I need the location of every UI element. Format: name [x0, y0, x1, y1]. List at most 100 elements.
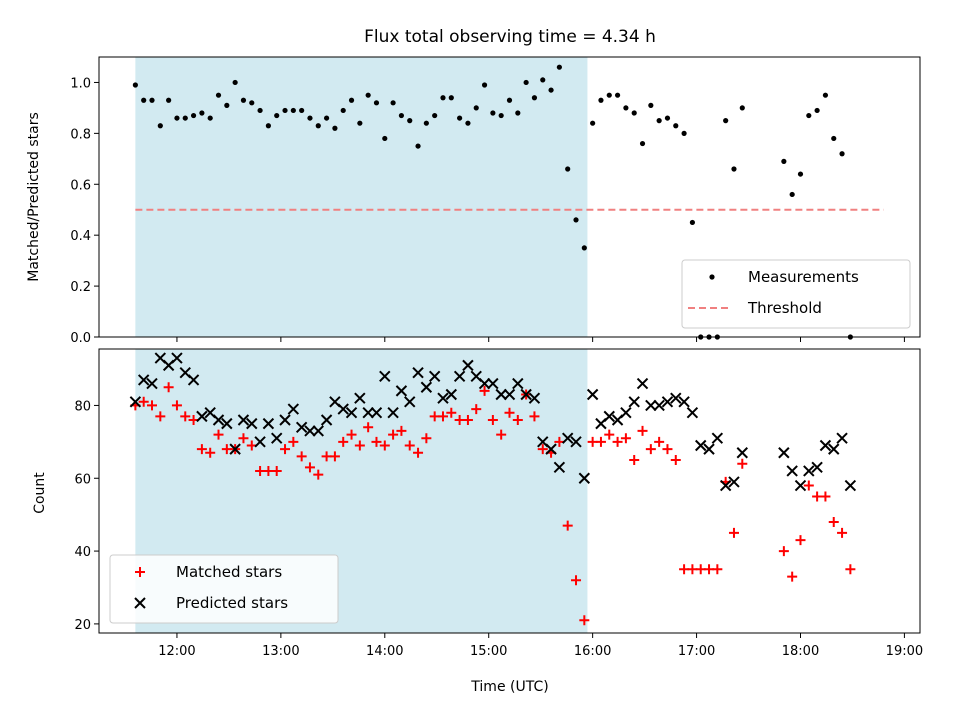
matched-point [787, 571, 798, 582]
matched-point [155, 411, 166, 422]
predicted-point [828, 443, 840, 455]
predicted-point [586, 388, 599, 401]
legend-marker [135, 567, 145, 577]
x-tick-label: 16:00 [574, 644, 611, 659]
series-predicted-stars [129, 352, 857, 492]
predicted-point [312, 425, 324, 437]
x-tick-label: 18:00 [782, 644, 819, 659]
measurement-point [141, 97, 147, 103]
measurement-point [689, 219, 696, 226]
predicted-point [387, 407, 399, 419]
measurement-point [789, 191, 795, 198]
measurement-point [739, 105, 745, 111]
measurement-point [215, 92, 222, 98]
predicted-point [262, 417, 275, 430]
axes-frame [98, 56, 921, 338]
matched-point [604, 429, 615, 440]
matched-point [595, 436, 606, 447]
measurement-point [332, 125, 338, 131]
predicted-point [171, 352, 183, 364]
chart-title: Flux total observing time = 4.34 h [364, 27, 656, 47]
x-tick-label: 17:00 [678, 644, 715, 659]
measurement-point [307, 115, 313, 121]
matched-point [529, 411, 540, 422]
matched-point [363, 422, 374, 433]
matched-point [213, 429, 224, 440]
measurement-point [149, 97, 155, 103]
measurement-point [357, 120, 363, 126]
matched-point [413, 447, 424, 458]
predicted-point [221, 417, 233, 430]
measurement-point [224, 102, 230, 108]
x-tick-label: 13:00 [262, 644, 299, 659]
matched-point [512, 415, 523, 425]
predicted-point [661, 396, 674, 408]
measurement-point [323, 115, 330, 121]
measurement-point [240, 97, 247, 103]
measurement-point [157, 123, 163, 129]
predicted-point [553, 461, 566, 474]
measurement-point [440, 95, 446, 101]
measurement-point [648, 102, 654, 108]
panel-count: 20 40 60 80 12:00 13:00 14:00 15:00 16:00 17:00 18… [74, 348, 923, 659]
predicted-point [295, 421, 308, 433]
measurement-point [614, 92, 621, 98]
legend-label: Threshold [747, 299, 822, 317]
measurement-point [166, 97, 172, 103]
measurement-point [797, 171, 804, 177]
matched-point [845, 564, 856, 575]
measurement-point [814, 107, 820, 114]
y-tick-label: 60 [74, 472, 91, 487]
measurement-point [548, 87, 554, 93]
measurement-point [606, 92, 612, 98]
bottom-ylabel: Count [32, 472, 48, 514]
measurement-point [365, 92, 371, 98]
legend-box [681, 259, 911, 329]
predicted-point [487, 377, 499, 390]
matched-point [820, 491, 831, 502]
x-tick-label: 14:00 [366, 644, 403, 659]
predicted-point [254, 436, 266, 448]
matched-point [504, 407, 515, 418]
predicted-point [844, 479, 857, 492]
measurement-point [290, 107, 296, 114]
matched-point [620, 433, 631, 444]
predicted-point [478, 377, 491, 390]
predicted-point [453, 370, 466, 383]
matched-point [171, 400, 182, 411]
predicted-point [345, 407, 358, 419]
predicted-point [719, 479, 732, 492]
matched-point [612, 436, 623, 447]
measurement-point [190, 112, 197, 119]
matched-point [828, 516, 839, 527]
predicted-point [404, 396, 416, 408]
measurement-point [265, 123, 271, 129]
matched-point [837, 527, 848, 538]
predicted-point [570, 436, 582, 448]
legend-label: Matched stars [176, 563, 282, 581]
matched-point [446, 407, 457, 418]
measurement-point [340, 107, 346, 114]
measurement-point [656, 118, 662, 124]
measurement-point [498, 112, 504, 119]
measurement-point [373, 100, 380, 106]
predicted-point [728, 476, 740, 488]
matched-point [571, 575, 582, 586]
y-tick-label: 0.8 [70, 127, 91, 142]
matched-point [712, 564, 723, 575]
x-tick-label: 12:00 [158, 644, 195, 659]
matched-point [728, 527, 739, 538]
predicted-point [287, 403, 300, 415]
x-tick-label: 19:00 [886, 644, 923, 659]
predicted-point [271, 432, 283, 444]
predicted-point [703, 443, 715, 455]
predicted-point [462, 359, 474, 372]
predicted-point [528, 392, 541, 404]
predicted-point [603, 410, 615, 423]
matched-point [404, 440, 415, 451]
measurement-point [274, 112, 280, 119]
matched-point [737, 458, 748, 469]
matched-point [670, 455, 681, 466]
measurement-point [315, 123, 321, 129]
matched-point [803, 480, 814, 491]
